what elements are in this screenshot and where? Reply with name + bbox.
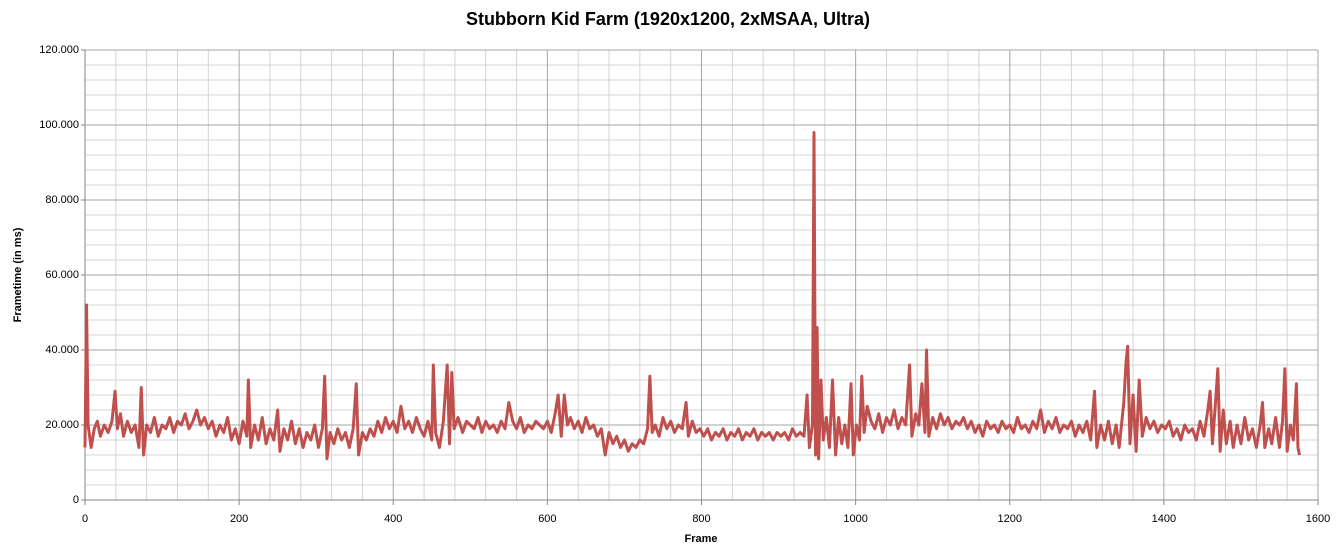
x-tick-label: 200 [230,513,248,525]
chart-title: Stubborn Kid Farm (1920x1200, 2xMSAA, Ul… [466,9,870,29]
x-tick-label: 600 [538,513,556,525]
y-tick-label: 0 [73,494,79,506]
x-tick-label: 1000 [843,513,867,525]
y-tick-label: 100.000 [39,119,79,131]
x-axis-label: Frame [684,533,717,545]
y-tick-label: 20.000 [45,419,79,431]
data-line [83,131,1301,461]
y-tick-label: 40.000 [45,344,79,356]
x-tick-label: 1200 [998,513,1022,525]
y-tick-label: 60.000 [45,269,79,281]
x-tick-label: 0 [82,513,88,525]
x-tick-label: 400 [384,513,402,525]
x-tick-label: 800 [692,513,710,525]
y-axis-label: Frametime (in ms) [12,227,24,322]
grid [84,49,1319,501]
y-tick-label: 120.000 [39,44,79,56]
x-tick-label: 1600 [1306,513,1330,525]
y-tick-label: 80.000 [45,194,79,206]
x-tick-label: 1400 [1152,513,1176,525]
